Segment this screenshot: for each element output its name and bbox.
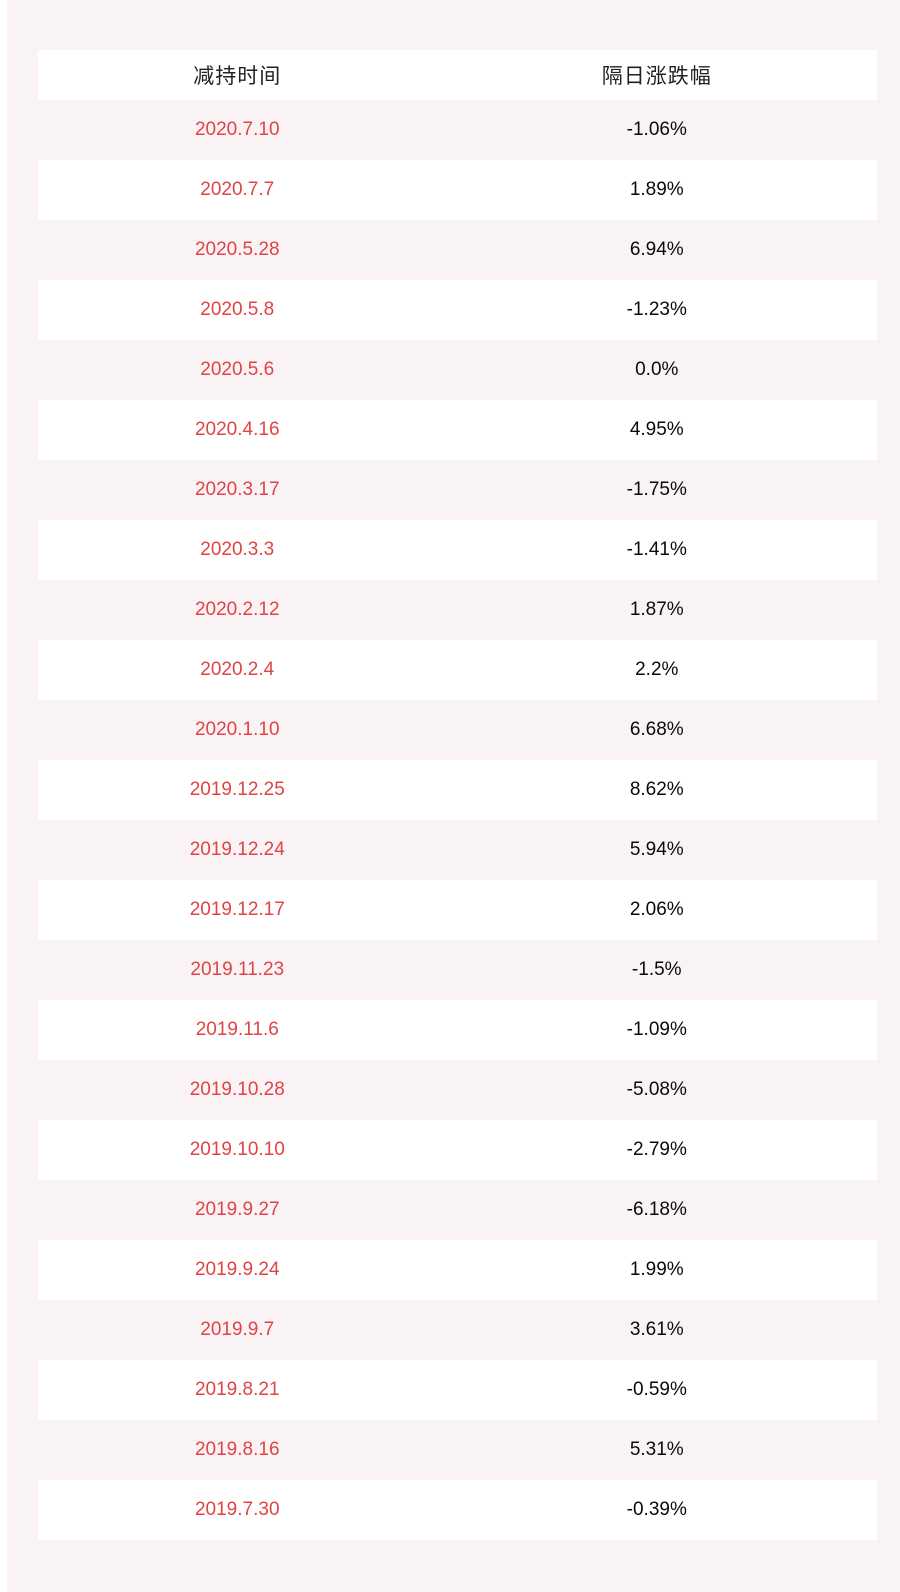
table-row: 2019.12.25 8.62% bbox=[38, 760, 877, 820]
date-cell: 2020.4.16 bbox=[194, 419, 280, 440]
date-cell: 2019.9.7 bbox=[200, 1319, 275, 1340]
date-cell: 2019.11.23 bbox=[190, 959, 285, 980]
date-cell: 2019.8.16 bbox=[194, 1439, 280, 1460]
change-cell: 1.99% bbox=[629, 1259, 684, 1280]
table-row: 2019.9.7 3.61% bbox=[38, 1300, 877, 1360]
table-row: 2019.11.6 -1.09% bbox=[38, 1000, 877, 1060]
change-cell: 6.68% bbox=[629, 719, 684, 740]
table-row: 2020.3.17 -1.75% bbox=[38, 460, 877, 520]
date-cell: 2020.5.6 bbox=[200, 359, 275, 380]
date-cell: 2019.11.6 bbox=[195, 1019, 279, 1040]
table-row: 2020.5.28 6.94% bbox=[38, 220, 877, 280]
date-cell: 2019.12.25 bbox=[189, 779, 285, 800]
table-row: 2020.5.8 -1.23% bbox=[38, 280, 877, 340]
reduction-change-table: 减持时间 隔日涨跌幅 2020.7.10 -1.06% 2020.7.7 1.8… bbox=[38, 50, 877, 1540]
column-header-date: 减持时间 bbox=[193, 65, 282, 88]
date-cell: 2020.3.17 bbox=[194, 479, 280, 500]
date-cell: 2020.2.4 bbox=[200, 659, 275, 680]
date-cell: 2019.12.24 bbox=[189, 839, 285, 860]
table-row: 2019.12.17 2.06% bbox=[38, 880, 877, 940]
date-cell: 2020.7.7 bbox=[200, 179, 275, 200]
date-cell: 2020.1.10 bbox=[194, 719, 280, 740]
table-row: 2019.11.23 -1.5% bbox=[38, 940, 877, 1000]
table-row: 2020.7.10 -1.06% bbox=[38, 100, 877, 160]
table-row: 2019.8.21 -0.59% bbox=[38, 1360, 877, 1420]
date-cell: 2020.7.10 bbox=[194, 119, 280, 140]
date-cell: 2020.5.8 bbox=[200, 299, 275, 320]
table-row: 2020.4.16 4.95% bbox=[38, 400, 877, 460]
change-cell: -1.23% bbox=[626, 299, 687, 320]
table-row: 2019.9.27 -6.18% bbox=[38, 1180, 877, 1240]
column-header-change: 隔日涨跌幅 bbox=[601, 65, 712, 88]
change-cell: -5.08% bbox=[626, 1079, 687, 1100]
change-cell: -1.06% bbox=[626, 119, 687, 140]
date-cell: 2019.8.21 bbox=[194, 1379, 280, 1400]
date-cell: 2020.2.12 bbox=[194, 599, 280, 620]
table-row: 2019.9.24 1.99% bbox=[38, 1240, 877, 1300]
change-cell: -1.09% bbox=[626, 1019, 687, 1040]
change-cell: 6.94% bbox=[629, 239, 684, 260]
table-row: 2020.2.12 1.87% bbox=[38, 580, 877, 640]
change-cell: -6.18% bbox=[626, 1199, 687, 1220]
change-cell: 1.89% bbox=[629, 179, 684, 200]
change-cell: 8.62% bbox=[629, 779, 684, 800]
date-cell: 2020.5.28 bbox=[194, 239, 280, 260]
left-edge-strip bbox=[0, 0, 7, 1592]
date-cell: 2019.9.24 bbox=[194, 1259, 280, 1280]
change-cell: 5.31% bbox=[629, 1439, 684, 1460]
date-cell: 2020.3.3 bbox=[200, 539, 275, 560]
table-row: 2019.12.24 5.94% bbox=[38, 820, 877, 880]
table-header-row: 减持时间 隔日涨跌幅 bbox=[38, 50, 877, 100]
change-cell: 3.61% bbox=[629, 1319, 684, 1340]
change-cell: -2.79% bbox=[626, 1139, 687, 1160]
table-row: 2019.10.10 -2.79% bbox=[38, 1120, 877, 1180]
table-row: 2019.7.30 -0.39% bbox=[38, 1480, 877, 1540]
change-cell: 2.2% bbox=[635, 659, 679, 680]
change-cell: -1.75% bbox=[626, 479, 687, 500]
table-row: 2020.2.4 2.2% bbox=[38, 640, 877, 700]
table-body: 2020.7.10 -1.06% 2020.7.7 1.89% 2020.5.2… bbox=[38, 100, 877, 1540]
table-row: 2020.3.3 -1.41% bbox=[38, 520, 877, 580]
table-row: 2020.5.6 0.0% bbox=[38, 340, 877, 400]
date-cell: 2019.10.10 bbox=[189, 1139, 285, 1160]
change-cell: 4.95% bbox=[629, 419, 684, 440]
change-cell: 2.06% bbox=[629, 899, 684, 920]
change-cell: -0.39% bbox=[626, 1499, 687, 1520]
date-cell: 2019.7.30 bbox=[194, 1499, 280, 1520]
date-cell: 2019.10.28 bbox=[189, 1079, 285, 1100]
date-cell: 2019.12.17 bbox=[189, 899, 285, 920]
change-cell: 5.94% bbox=[629, 839, 684, 860]
table-row: 2020.7.7 1.89% bbox=[38, 160, 877, 220]
change-cell: 0.0% bbox=[635, 359, 679, 380]
change-cell: -0.59% bbox=[626, 1379, 687, 1400]
table-row: 2020.1.10 6.68% bbox=[38, 700, 877, 760]
date-cell: 2019.9.27 bbox=[194, 1199, 280, 1220]
change-cell: -1.41% bbox=[626, 539, 687, 560]
table-row: 2019.10.28 -5.08% bbox=[38, 1060, 877, 1120]
table-row: 2019.8.16 5.31% bbox=[38, 1420, 877, 1480]
change-cell: -1.5% bbox=[631, 959, 682, 980]
change-cell: 1.87% bbox=[629, 599, 684, 620]
